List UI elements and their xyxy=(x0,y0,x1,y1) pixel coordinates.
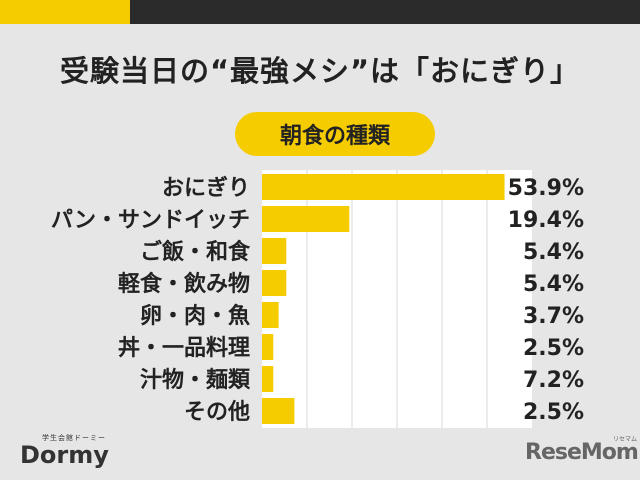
category-label: その他 xyxy=(184,400,250,425)
resemom-logo-sub: リセマム xyxy=(613,436,638,443)
top-dark-bar xyxy=(130,0,640,24)
category-label: 汁物・麺類 xyxy=(140,367,251,393)
top-accent-bar xyxy=(0,0,130,24)
value-label: 5.4% xyxy=(523,240,584,265)
bar xyxy=(262,174,505,200)
value-label: 2.5% xyxy=(523,336,584,361)
bar xyxy=(262,334,274,360)
value-label: 7.2% xyxy=(523,368,584,393)
category-label: パン・サンドイッチ xyxy=(51,208,250,233)
chart-subtitle: 朝食の種類 xyxy=(279,124,390,149)
bar xyxy=(262,238,287,264)
bar xyxy=(262,398,295,424)
value-label: 3.7% xyxy=(523,304,584,329)
resemom-logo-name: ReseMom xyxy=(525,440,639,465)
chart-subtitle-pill: 朝食の種類 xyxy=(235,112,435,156)
dormy-logo: 学生会館ドーミー Dormy xyxy=(20,433,109,467)
chart-title: 受験当日の“最強メシ”は「おにぎり」 xyxy=(59,54,581,88)
category-label: 卵・肉・魚 xyxy=(140,303,250,329)
value-label: 53.9% xyxy=(508,176,584,201)
bar xyxy=(262,206,350,232)
bar xyxy=(262,366,274,392)
bar xyxy=(262,270,287,296)
category-label: 丼・一品料理 xyxy=(118,336,250,361)
dormy-logo-sub: 学生会館ドーミー xyxy=(42,434,106,442)
category-label: ご飯・和食 xyxy=(140,239,251,265)
dormy-logo-name: Dormy xyxy=(20,441,109,469)
value-label: 19.4% xyxy=(508,208,584,233)
category-label: おにぎり xyxy=(162,175,250,201)
value-label: 5.4% xyxy=(523,272,584,297)
value-label: 2.5% xyxy=(523,400,584,425)
category-label: 軽食・飲み物 xyxy=(118,271,250,297)
resemom-logo: リセマム ReseMom xyxy=(525,436,639,465)
bar xyxy=(262,302,279,328)
